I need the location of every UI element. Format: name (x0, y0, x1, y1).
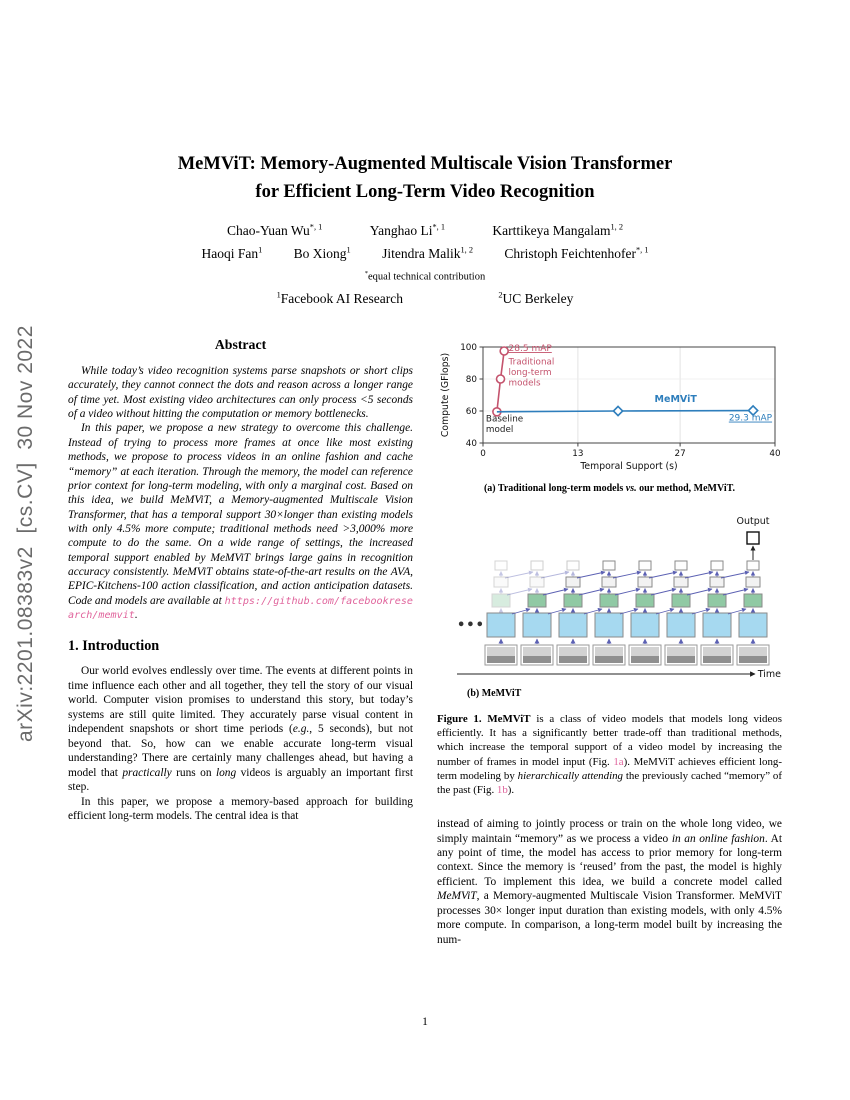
svg-text:Output: Output (737, 516, 770, 527)
svg-text:MeMViT: MeMViT (655, 394, 698, 405)
arxiv-banner: arXiv:2201.08383v2 [cs.CV] 30 Nov 2022 (14, 325, 37, 742)
figure-ref-1a[interactable]: 1a (613, 755, 624, 768)
svg-text:13: 13 (572, 449, 583, 459)
authors-row-1: Chao-Yuan Wu*, 1 Yanghao Li*, 1 Karttike… (0, 222, 850, 239)
svg-text:27: 27 (674, 449, 685, 459)
figure1-caption: Figure 1. MeMViT is a class of video mod… (437, 713, 783, 796)
svg-text:100: 100 (460, 343, 477, 353)
author-sup: *, 1 (432, 222, 446, 231)
affiliations: 1Facebook AI Research 2UC Berkeley (0, 290, 850, 307)
author: Bo Xiong1 (293, 245, 351, 261)
author: Chao-Yuan Wu*, 1 (226, 222, 323, 238)
svg-text:0: 0 (480, 449, 486, 459)
paper-title: MeMViT: Memory-Augmented Multiscale Visi… (0, 151, 850, 207)
svg-text:40: 40 (466, 439, 478, 449)
svg-text:Time: Time (757, 669, 781, 680)
abstract-paragraph-2: In this paper, we propose a new strategy… (68, 422, 413, 622)
author-sup: 1 (346, 245, 351, 254)
intro-paragraph-2: In this paper, we propose a memory-based… (68, 795, 413, 822)
author-sup: 1, 2 (460, 245, 473, 254)
tradeoff-chart: 0 13 27 40 40 60 80 100 Temporal Support (s) Comp… (440, 343, 781, 472)
author-sup: *, 1 (309, 222, 323, 231)
left-column: Abstract While today’s video recognition… (68, 337, 413, 823)
title-line-2: for Efficient Long-Term Video Recognitio… (255, 182, 595, 203)
right-column: 0 13 27 40 40 60 80 100 Temporal Support (s) Comp… (437, 337, 782, 947)
svg-text:Compute (GFlops): Compute (GFlops) (440, 353, 451, 437)
figure-ref-1b[interactable]: 1b (496, 783, 508, 796)
affiliation-2: 2UC Berkeley (498, 290, 574, 306)
page-number: 1 (422, 1016, 428, 1028)
svg-text:long-term: long-term (509, 368, 552, 378)
svg-text:80: 80 (466, 375, 478, 385)
subcaption-a: (a) Traditional long-term models vs. our… (483, 483, 736, 494)
subcaption-b: (b) MeMViT (467, 688, 522, 699)
author-sup: 1, 2 (610, 222, 624, 231)
svg-text:Temporal Support (s): Temporal Support (s) (579, 461, 677, 472)
author-sup: *, 1 (635, 245, 649, 254)
right-column-paragraph: instead of aiming to jointly process or … (437, 818, 782, 946)
svg-text:40: 40 (769, 449, 781, 459)
svg-text:•••: ••• (457, 618, 485, 633)
author: Jitendra Malik1, 2 (382, 245, 473, 261)
abstract-paragraph-1: While today’s video recognition systems … (68, 365, 413, 421)
author: Yanghao Li*, 1 (369, 222, 446, 238)
svg-text:28.5 mAP: 28.5 mAP (509, 344, 553, 354)
section-heading-introduction: 1. Introduction (68, 638, 160, 655)
author: Karttikeya Mangalam1, 2 (492, 222, 624, 238)
svg-text:60: 60 (466, 407, 478, 417)
figure-1: 0 13 27 40 40 60 80 100 Temporal Support (s) Comp… (437, 337, 782, 797)
svg-text:models: models (509, 379, 541, 389)
author: Christoph Feichtenhofer*, 1 (504, 245, 649, 261)
author-sup: 1 (258, 245, 263, 254)
equal-contribution-note: *equal technical contribution (364, 270, 486, 283)
memvit-diagram: Output ••• Time (457, 516, 781, 680)
svg-text:model: model (486, 425, 513, 435)
author: Haoqi Fan1 (201, 245, 263, 261)
intro-paragraph-1: Our world evolves endlessly over time. T… (68, 665, 414, 794)
abstract-heading: Abstract (214, 337, 267, 352)
svg-text:Baseline: Baseline (486, 414, 523, 424)
svg-text:29.3 mAP: 29.3 mAP (729, 414, 773, 424)
affiliation-1: 1Facebook AI Research (276, 290, 403, 306)
authors-row-2: Haoqi Fan1 Bo Xiong1 Jitendra Malik1, 2 … (0, 245, 850, 262)
svg-text:Traditional: Traditional (508, 358, 555, 368)
title-line-1: MeMViT: Memory-Augmented Multiscale Visi… (177, 154, 673, 175)
code-link[interactable]: https://github.com/facebookresearch/memv… (68, 595, 413, 622)
